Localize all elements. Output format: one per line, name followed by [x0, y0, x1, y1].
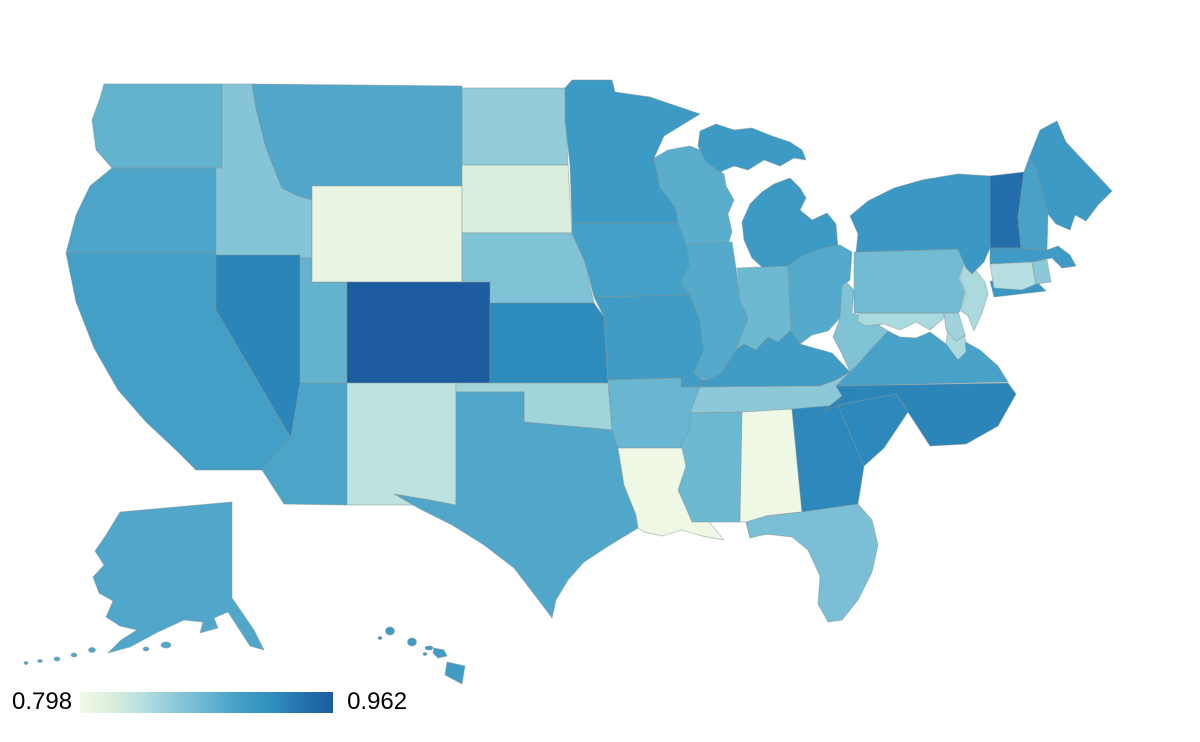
- state-colorado: [346, 281, 491, 384]
- state-hawaii-molokai: [424, 645, 434, 651]
- state-rhode-island: [1031, 259, 1052, 285]
- state-north-dakota: [461, 87, 569, 166]
- state-hawaii-oahu: [407, 637, 417, 647]
- state-montana: [251, 83, 463, 201]
- state-new-jersey: [959, 257, 989, 332]
- state-wyoming: [311, 185, 463, 283]
- state-hawaii-kauai: [385, 626, 395, 636]
- state-alaska-aleutian-island: [23, 661, 29, 665]
- state-hawaii-niihau: [377, 636, 383, 640]
- state-north-carolina: [821, 382, 1017, 447]
- state-washington: [91, 83, 223, 169]
- color-legend: 0.798 0.962: [12, 690, 407, 714]
- state-alaska-aleutian-island: [37, 659, 43, 663]
- state-wisconsin: [653, 145, 735, 245]
- state-west-virginia: [832, 281, 889, 373]
- state-hawaii-maui: [432, 647, 448, 659]
- state-hawaii-lanai: [422, 652, 428, 656]
- state-maine: [1028, 120, 1113, 231]
- state-connecticut: [989, 261, 1037, 291]
- state-alaska-aleutian-island: [53, 656, 61, 662]
- legend-max-label: 0.962: [347, 688, 408, 715]
- state-alaska-aleutian-island: [142, 646, 150, 652]
- state-new-mexico: [346, 382, 457, 506]
- state-alaska-aleutian-island: [160, 641, 172, 649]
- state-florida: [745, 503, 879, 623]
- state-south-dakota: [461, 164, 573, 234]
- state-hawaii-big-island: [444, 661, 466, 685]
- state-pennsylvania: [853, 248, 967, 314]
- state-alaska: [92, 501, 265, 654]
- legend-gradient-bar: [80, 691, 334, 713]
- state-oregon: [65, 167, 217, 254]
- legend-min-label: 0.798: [12, 688, 73, 715]
- state-alaska-aleutian-island: [88, 647, 96, 653]
- state-missouri: [593, 294, 705, 388]
- states-layer: [23, 79, 1113, 685]
- state-alaska-aleutian-island: [70, 652, 78, 658]
- state-kansas: [489, 302, 609, 384]
